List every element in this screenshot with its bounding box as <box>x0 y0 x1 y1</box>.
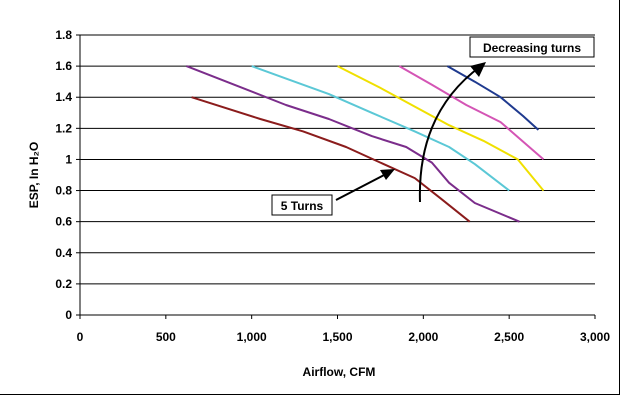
x-tick-label: 0 <box>77 330 84 344</box>
y-tick-label: 0 <box>65 308 72 322</box>
y-tick-label: 1.4 <box>55 90 72 104</box>
y-tick-label: 1.6 <box>55 59 72 73</box>
axes <box>76 34 596 319</box>
decreasing-turns-label: Decreasing turns <box>483 41 581 55</box>
five-turns-arrowhead <box>380 169 395 180</box>
y-tick-label: 0.6 <box>55 215 72 229</box>
decreasing-turns-arrowhead <box>470 62 486 77</box>
y-tick-label: 0.8 <box>55 184 72 198</box>
series-lines <box>186 65 545 223</box>
x-tick-label: 3,000 <box>580 330 610 344</box>
series-line-5 <box>398 65 545 161</box>
y-tick-label: 1.2 <box>55 121 72 135</box>
series-line-1 <box>191 96 471 223</box>
x-tick-label: 1,000 <box>237 330 267 344</box>
y-tick-label: 1.8 <box>55 28 72 42</box>
y-tick-label: 0.4 <box>55 246 72 260</box>
tick-labels: 0 0.2 0.4 0.6 0.8 1 1.2 1.4 1.6 1.8 0 500 1,000 1,500… <box>55 28 610 344</box>
series-line-3 <box>251 65 510 192</box>
decreasing-turns-arrow <box>418 65 482 203</box>
five-turns-box <box>271 194 333 216</box>
y-axis-title: ESP, In H₂O <box>27 142 41 208</box>
x-axis-title: Airflow, CFM <box>303 365 376 379</box>
y-tick-label: 0.2 <box>55 277 72 291</box>
decreasing-turns-box <box>469 36 595 58</box>
series-line-6 <box>446 65 540 131</box>
five-turns-label: 5 Turns <box>281 199 324 213</box>
y-tick-label: 1 <box>65 152 72 166</box>
x-tick-label: 1,500 <box>322 330 352 344</box>
series-line-4 <box>337 65 545 192</box>
series-line-2 <box>186 65 520 223</box>
x-tick-label: 2,000 <box>408 330 438 344</box>
x-tick-label: 2,500 <box>494 330 524 344</box>
gridlines <box>80 34 595 316</box>
five-turns-arrow <box>335 172 389 201</box>
x-tick-label: 500 <box>156 330 176 344</box>
